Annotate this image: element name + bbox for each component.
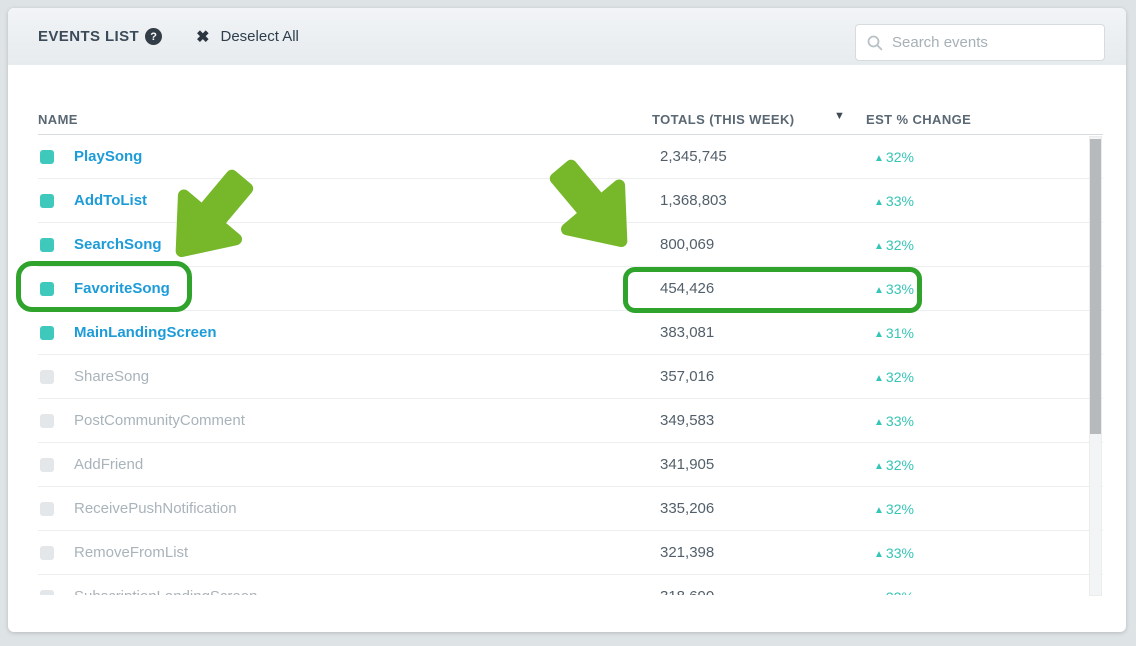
event-total: 349,583 <box>660 412 715 429</box>
event-total: 321,398 <box>660 544 715 561</box>
event-change: ▲ 32% <box>874 223 914 269</box>
up-arrow-icon: ▲ <box>874 505 884 516</box>
row-checkbox[interactable] <box>40 502 54 516</box>
up-arrow-icon: ▲ <box>874 417 884 428</box>
row-checkbox[interactable] <box>40 282 54 296</box>
event-change: ▲ 32% <box>874 135 914 181</box>
event-change-value: 33% <box>886 589 914 595</box>
row-checkbox[interactable] <box>40 546 54 560</box>
event-name-link[interactable]: PostCommunityComment <box>74 412 245 429</box>
chevron-down-icon[interactable]: ▼ <box>834 110 845 122</box>
event-name-link[interactable]: FavoriteSong <box>74 280 170 297</box>
event-change: ▲33% <box>874 179 914 225</box>
scrollbar-track[interactable] <box>1089 136 1102 596</box>
table-row: ShareSong 357,016 ▲ 32% <box>38 355 1103 399</box>
up-arrow-icon: ▲ <box>874 549 884 560</box>
event-change: ▲ 32% <box>874 443 914 489</box>
search-icon <box>867 35 883 50</box>
event-change: ▲33% <box>874 575 914 595</box>
event-total: 318,690 <box>660 575 714 595</box>
table-row-favoritesong: FavoriteSong 454,426 ▲ 33% <box>38 267 1103 311</box>
event-change-value: 33% <box>885 193 914 209</box>
event-name-link[interactable]: AddToList <box>74 192 148 209</box>
panel-header: EVENTS LIST ? ✖ Deselect All <box>8 8 1126 65</box>
events-list-panel: EVENTS LIST ? ✖ Deselect All NAME TOTALS… <box>8 8 1126 632</box>
event-change-value: 33% <box>885 545 914 561</box>
event-change-value: 32% <box>885 237 914 253</box>
table-row: SearchSong 800,069 ▲ 32% <box>38 223 1103 267</box>
event-name-link[interactable]: PlaySong <box>74 148 143 165</box>
column-header-totals[interactable]: TOTALS (THIS WEEK) <box>652 112 795 127</box>
header-divider <box>38 134 1103 135</box>
event-name-link[interactable]: SearchSong <box>74 236 162 253</box>
row-checkbox[interactable] <box>40 150 54 164</box>
deselect-all-button[interactable]: ✖ Deselect All <box>196 27 299 47</box>
event-total: 357,016 <box>660 368 715 385</box>
event-total: 1,368,803 <box>660 192 727 209</box>
event-name-link[interactable]: AddFriend <box>74 456 144 473</box>
up-arrow-icon: ▲ <box>874 285 884 296</box>
up-arrow-icon: ▲ <box>874 197 884 208</box>
row-checkbox[interactable] <box>40 370 54 384</box>
up-arrow-icon: ▲ <box>874 593 884 595</box>
event-change: ▲33% <box>874 531 914 577</box>
event-change-value: 32% <box>885 149 914 165</box>
event-total: 383,081 <box>660 324 715 341</box>
event-change-value: 33% <box>885 281 914 297</box>
event-change-value: 31% <box>885 325 914 341</box>
event-total: 454,426 <box>660 280 715 297</box>
deselect-all-label: Deselect All <box>220 28 299 45</box>
table-row: RemoveFromList 321,398 ▲ 33% <box>38 531 1103 575</box>
row-checkbox[interactable] <box>40 194 54 208</box>
table-row: ReceivePushNotification 335,206 ▲ 32% <box>38 487 1103 531</box>
row-checkbox[interactable] <box>40 238 54 252</box>
event-name-link[interactable]: SubscriptionLandingScreen <box>74 575 257 595</box>
event-change-value: 32% <box>885 369 914 385</box>
up-arrow-icon: ▲ <box>874 241 884 252</box>
event-change: ▲ 32% <box>874 355 914 401</box>
up-arrow-icon: ▲ <box>874 153 884 164</box>
help-icon[interactable]: ? <box>145 28 163 45</box>
event-name-link[interactable]: MainLandingScreen <box>74 324 217 341</box>
search-input[interactable] <box>892 34 1082 51</box>
event-total: 800,069 <box>660 236 715 253</box>
column-header-change: EST % CHANGE <box>866 112 972 127</box>
up-arrow-icon: ▲ <box>874 461 884 472</box>
table-row: PostCommunityComment 349,583 ▲ 33% <box>38 399 1103 443</box>
event-change: ▲33% <box>874 267 914 313</box>
up-arrow-icon: ▲ <box>874 373 884 384</box>
column-header-name: NAME <box>38 112 78 127</box>
row-checkbox[interactable] <box>40 458 54 472</box>
close-icon: ✖ <box>196 28 210 46</box>
row-checkbox[interactable] <box>40 326 54 340</box>
event-total: 335,206 <box>660 500 715 517</box>
event-change-value: 33% <box>885 413 914 429</box>
event-total: 2,345,745 <box>660 148 727 165</box>
table-row: MainLandingScreen 383,081 ▲ 31% <box>38 311 1103 355</box>
table-row: SubscriptionLandingScreen 318,690 ▲33% <box>38 575 1103 595</box>
row-checkbox[interactable] <box>40 590 54 595</box>
table-row: AddFriend 341,905 ▲ 32% <box>38 443 1103 487</box>
event-name-link[interactable]: ReceivePushNotification <box>74 500 237 517</box>
event-total: 341,905 <box>660 456 715 473</box>
events-table: PlaySong 2,345,745 ▲ 32% AddToList 1,368,… <box>38 135 1103 595</box>
event-change: ▲ 31% <box>874 311 914 357</box>
search-box[interactable] <box>855 24 1105 61</box>
table-header-row: NAME TOTALS (THIS WEEK) ▼ EST % CHANGE <box>8 109 1126 135</box>
event-change: ▲33% <box>874 399 914 445</box>
table-row: PlaySong 2,345,745 ▲ 32% <box>38 135 1103 179</box>
row-checkbox[interactable] <box>40 414 54 428</box>
page-title: EVENTS LIST <box>38 28 140 45</box>
up-arrow-icon: ▲ <box>874 329 884 340</box>
scrollbar-thumb[interactable] <box>1090 139 1101 434</box>
event-change-value: 32% <box>885 501 914 517</box>
event-name-link[interactable]: RemoveFromList <box>74 544 189 561</box>
table-row: AddToList 1,368,803 ▲ 33% <box>38 179 1103 223</box>
event-name-link[interactable]: ShareSong <box>74 368 150 385</box>
event-change-value: 32% <box>885 457 914 473</box>
event-change: ▲ 32% <box>874 487 914 533</box>
